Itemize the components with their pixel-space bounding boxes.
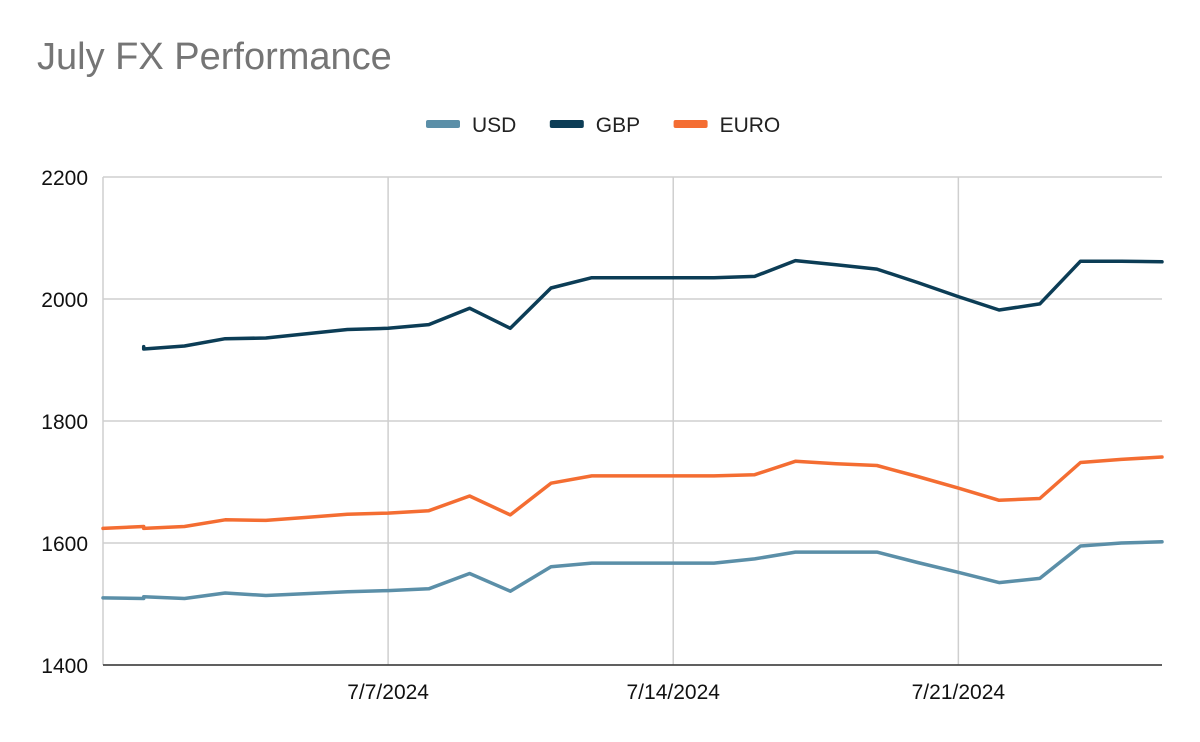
y-tick-label: 1400 (41, 655, 88, 678)
legend: USD GBP EURO (426, 114, 780, 137)
x-tick-label: 7/7/2024 (347, 681, 429, 704)
y-tick-label: 2000 (41, 289, 88, 312)
legend-swatch-gbp (549, 120, 584, 128)
series-line-gbp (141, 258, 1164, 351)
legend-swatch-usd (426, 120, 460, 128)
y-tick-label: 2200 (41, 167, 88, 190)
legend-label-gbp: GBP (596, 114, 640, 137)
x-tick-label: 7/21/2024 (912, 681, 1006, 704)
series-lines (101, 258, 1164, 601)
chart-title: July FX Performance (37, 36, 392, 78)
series-line-euro (101, 455, 1164, 531)
y-tick-label: 1800 (41, 411, 88, 434)
series-line-usd (101, 540, 1164, 601)
legend-label-usd: USD (472, 114, 516, 137)
axis-labels: 1400 1600 1800 2000 2200 7/7/2024 7/14/2024 7/2… (41, 167, 1005, 704)
x-tick-label: 7/14/2024 (627, 681, 721, 704)
legend-label-euro: EURO (720, 114, 781, 137)
grid-lines (102, 176, 1162, 666)
legend-swatch-euro (673, 120, 708, 128)
y-tick-label: 1600 (41, 533, 88, 556)
